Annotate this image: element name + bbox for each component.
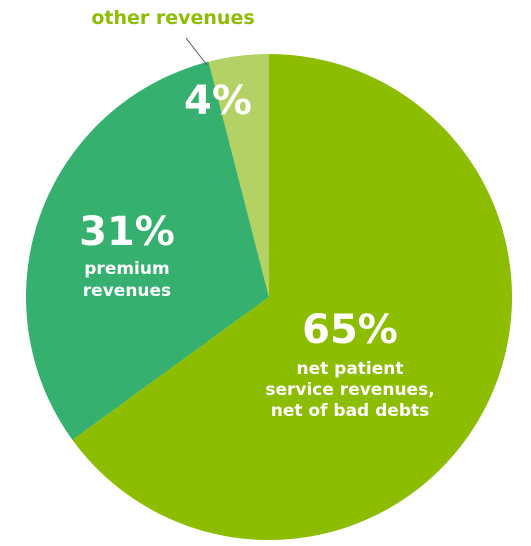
slice-value-label-other: 4% — [184, 78, 252, 124]
slice-category-label-premium: revenues — [83, 281, 171, 301]
pie-slice-premium — [25, 61, 270, 440]
slice-value-label-net-patient: 65% — [302, 307, 398, 353]
slice-category-label-net-patient: service revenues, — [265, 380, 434, 400]
pie-slice-other — [208, 54, 269, 297]
callout-label: other revenues — [91, 7, 254, 29]
slice-category-label-premium: premium — [84, 259, 169, 279]
slice-value-label-premium: 31% — [79, 209, 175, 255]
slice-category-label-net-patient: net of bad debts — [271, 401, 430, 421]
slice-category-label-net-patient: net patient — [296, 359, 403, 379]
pie-slices — [25, 54, 512, 540]
callout-leader-line — [185, 37, 208, 66]
pie-slice-net-patient — [72, 54, 512, 540]
